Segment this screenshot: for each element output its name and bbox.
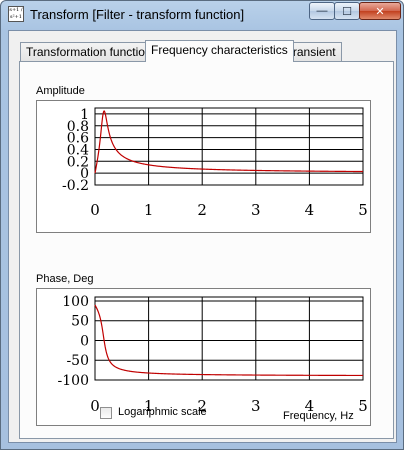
tab-transformation-function[interactable]: Transformation function (20, 42, 158, 62)
client-area: Transformation function Frequency charac… (8, 30, 397, 443)
y-tick-label: -50 (66, 353, 89, 369)
phase-y-ticks: 100 50 0 -50 -100 (58, 294, 89, 389)
maximize-button[interactable]: ☐ (334, 2, 360, 20)
amplitude-label: Amplitude (36, 85, 85, 97)
x-tick-label: 2 (197, 201, 207, 219)
y-tick-label: 0.8 (67, 119, 89, 135)
x-tick-label: 1 (144, 397, 154, 415)
title-bar[interactable]: s+1 / s²+1 Transform [Filter - transform… (1, 1, 403, 29)
amplitude-curve (94, 109, 364, 174)
phase-label: Phase, Deg (36, 273, 94, 285)
phase-chart: 100 50 0 -50 -100 0 1 2 3 4 5 (58, 294, 368, 415)
tab-transient[interactable]: Transient (280, 42, 342, 62)
x-tick-label: 3 (251, 201, 261, 219)
y-tick-label: -100 (58, 373, 89, 389)
frequency-axis-label: Frequency, Hz (283, 410, 354, 422)
x-tick-label: 1 (144, 201, 154, 219)
log-scale-label[interactable]: Logariphmic scale (118, 406, 207, 418)
amplitude-grid (94, 107, 364, 186)
transfer-function-icon: s+1 / s²+1 (8, 6, 24, 22)
x-tick-label: 2 (197, 397, 207, 415)
y-tick-label: 0.2 (67, 154, 89, 170)
maximize-icon: ☐ (342, 5, 352, 18)
window-title: Transform [Filter - transform function] (30, 7, 245, 22)
close-button[interactable]: ✕ (359, 2, 401, 20)
x-tick-label: 3 (251, 397, 261, 415)
y-tick-label: 0.4 (67, 142, 89, 158)
tab-frequency-characteristics[interactable]: Frequency characteristics (145, 40, 294, 62)
y-tick-label: 0.6 (67, 131, 89, 147)
x-tick-label: 5 (358, 397, 368, 415)
minimize-button[interactable]: — (309, 2, 335, 20)
x-tick-label: 0 (90, 201, 100, 219)
plot-area-border (94, 296, 364, 381)
close-icon: ✕ (375, 5, 385, 18)
y-tick-label: 0 (80, 333, 89, 349)
x-tick-label: 0 (90, 397, 100, 415)
phase-plot-frame: 100 50 0 -50 -100 0 1 2 3 4 5 (36, 288, 371, 426)
y-tick-label: 1 (80, 107, 89, 123)
amplitude-y-ticks: 10.80.60.40.20-0.2 (62, 107, 89, 194)
y-tick-label: 100 (62, 294, 89, 310)
log-scale-checkbox[interactable] (100, 407, 112, 419)
phase-curve (94, 304, 363, 377)
phase-grid (94, 296, 364, 381)
phase-x-ticks: 0 1 2 3 4 5 (90, 397, 368, 415)
x-tick-label: 4 (305, 397, 315, 415)
x-tick-label: 4 (305, 201, 315, 219)
amplitude-x-ticks: 0 1 2 3 4 5 (90, 201, 368, 219)
y-tick-label: 0 (80, 166, 89, 182)
y-tick-label: -0.2 (62, 178, 89, 194)
y-tick-label: 50 (71, 314, 89, 330)
minimize-icon: — (316, 5, 328, 17)
x-tick-label: 5 (358, 201, 368, 219)
